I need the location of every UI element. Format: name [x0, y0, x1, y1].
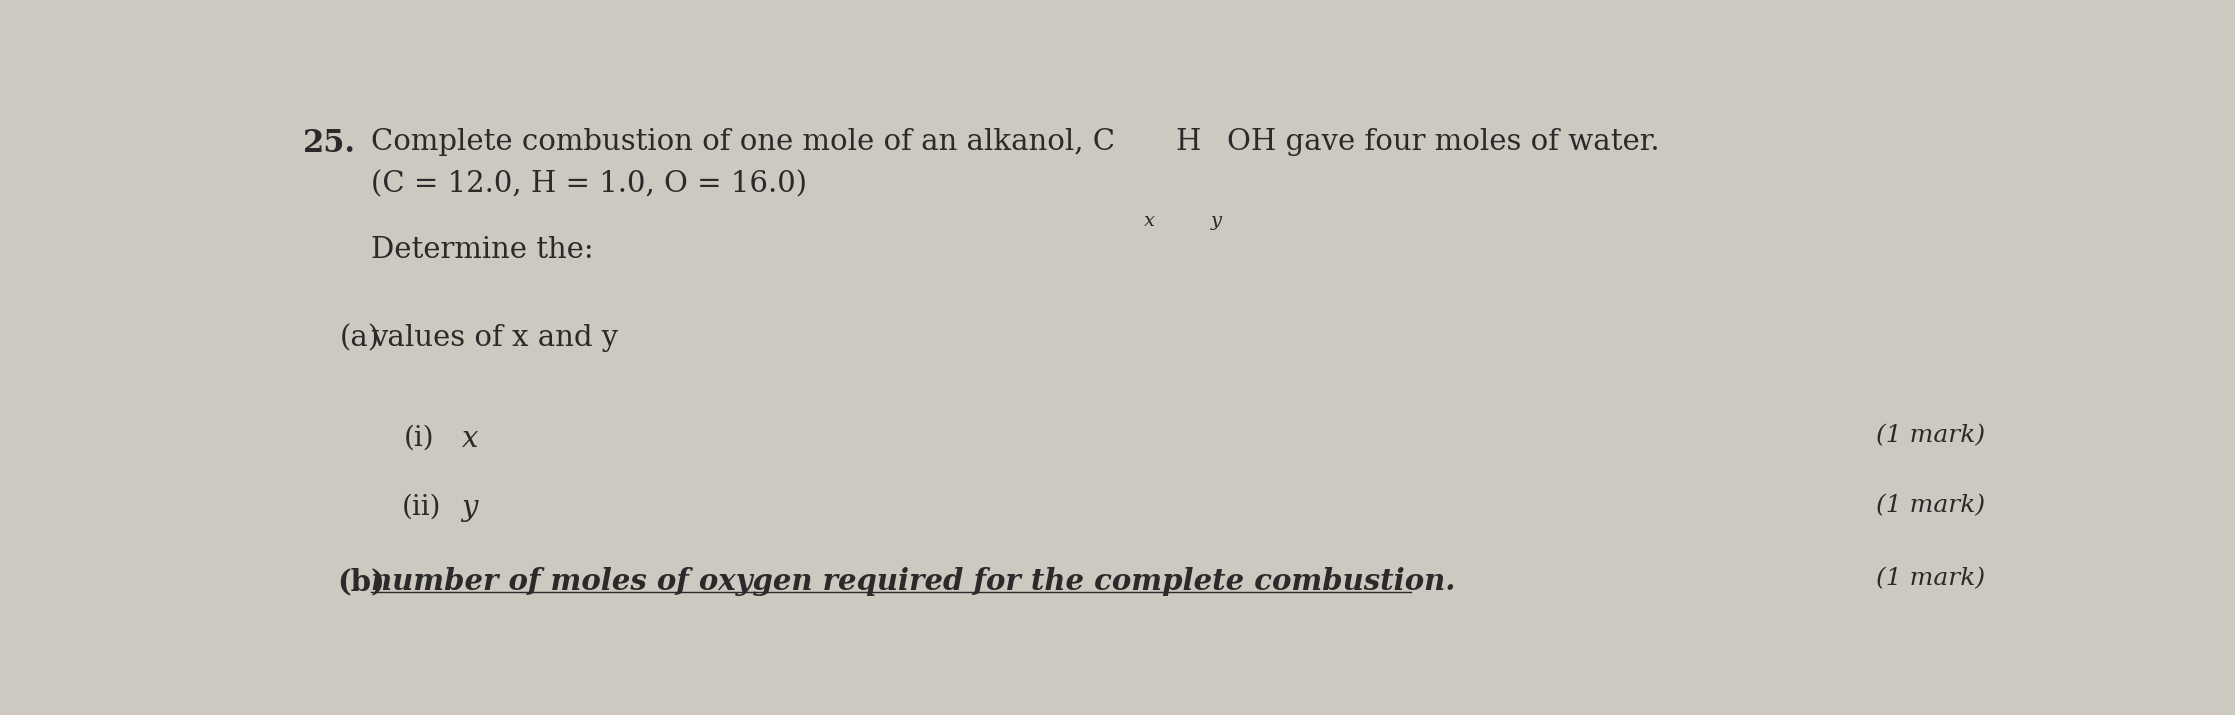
Text: Complete combustion of one mole of an alkanol, C: Complete combustion of one mole of an al…: [371, 128, 1115, 156]
Text: (C = 12.0, H = 1.0, O = 16.0): (C = 12.0, H = 1.0, O = 16.0): [371, 170, 807, 199]
Text: x: x: [460, 425, 478, 453]
Text: number of moles of oxygen required for the complete combustion.: number of moles of oxygen required for t…: [371, 567, 1455, 596]
Text: (1 mark): (1 mark): [1875, 494, 1985, 517]
Text: (ii): (ii): [402, 494, 440, 521]
Text: Determine the:: Determine the:: [371, 236, 595, 264]
Text: (b): (b): [337, 567, 384, 596]
Text: OH gave four moles of water.: OH gave four moles of water.: [1227, 128, 1661, 156]
Text: y: y: [1211, 212, 1223, 230]
Text: x: x: [1144, 212, 1155, 230]
Text: values of x and y: values of x and y: [371, 325, 617, 352]
Text: 25.: 25.: [302, 128, 355, 159]
Text: y: y: [460, 494, 478, 522]
Text: (1 mark): (1 mark): [1875, 567, 1985, 590]
Text: (i): (i): [402, 425, 434, 452]
Text: H: H: [1176, 128, 1200, 156]
Text: (a): (a): [340, 325, 380, 352]
Text: (1 mark): (1 mark): [1875, 425, 1985, 448]
